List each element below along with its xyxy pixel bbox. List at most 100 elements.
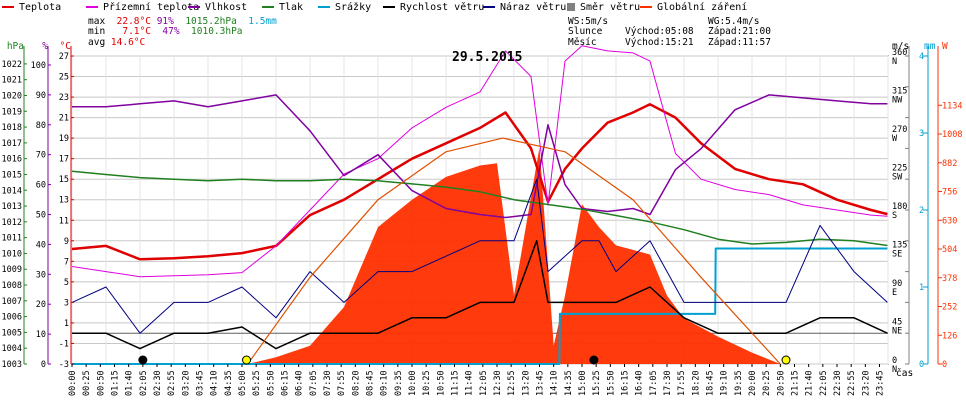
x-tick-label: 10:00 bbox=[408, 370, 418, 396]
pressure-axis-tick-label: 1010 bbox=[2, 249, 22, 259]
pressure-axis-tick-label: 1003 bbox=[2, 360, 22, 370]
humidity-axis-tick-label: 30 bbox=[36, 270, 46, 280]
wind-speed-avg: WS:5m/s bbox=[568, 16, 609, 27]
wind-dir-tick-label: S bbox=[892, 211, 897, 221]
series-layer bbox=[71, 45, 888, 365]
sun-label: Slunce bbox=[568, 26, 603, 38]
x-tick-label: 08:45 bbox=[366, 370, 376, 396]
x-tick-label: 23:45 bbox=[876, 370, 886, 396]
series-line-n-raz-v-tru bbox=[71, 178, 888, 334]
x-tick-label: 07:05 bbox=[309, 370, 319, 396]
wind-gust-avg: WG:5.4m/s bbox=[708, 16, 760, 27]
x-tick-label: 09:35 bbox=[394, 370, 404, 396]
x-tick-label: 07:30 bbox=[323, 370, 333, 396]
astro-marker bbox=[781, 355, 791, 365]
series-line-tlak bbox=[71, 170, 888, 247]
wind-dir-tick-label: 225 bbox=[892, 164, 907, 174]
temperature-axis-tick-label: 11 bbox=[59, 216, 69, 226]
radiation-layer bbox=[247, 147, 781, 364]
x-tick-label: 06:15 bbox=[281, 370, 291, 396]
humidity-axis-tick-label: 80 bbox=[36, 121, 46, 131]
x-tick-label: 19:10 bbox=[720, 370, 730, 396]
legend-swatch bbox=[188, 6, 200, 8]
series-area-radiation bbox=[247, 147, 781, 364]
rain-axis-tick-label: 1 bbox=[919, 283, 924, 293]
pressure-axis-tick-label: 1019 bbox=[2, 107, 22, 117]
wind-dir-tick-label: N bbox=[892, 365, 897, 375]
rain-axis-tick-label: 4 bbox=[919, 52, 924, 62]
x-tick-label: 13:45 bbox=[536, 370, 546, 396]
x-tick-label: 01:15 bbox=[111, 370, 121, 396]
radiation-axis-tick-label: 126 bbox=[942, 331, 957, 341]
legend-label: Směr větru bbox=[580, 2, 641, 13]
temperature-axis-tick-label: 7 bbox=[64, 257, 69, 267]
x-tick-label: 15:25 bbox=[592, 370, 602, 396]
x-tick-label: 12:55 bbox=[507, 370, 517, 396]
temperature-axis-tick-label: 15 bbox=[59, 175, 69, 185]
x-tick-label: 14:10 bbox=[550, 370, 560, 396]
temperature-axis-tick-label: 23 bbox=[59, 93, 69, 103]
x-tick-label: 18:20 bbox=[691, 370, 701, 396]
x-tick-label: 15:00 bbox=[578, 370, 588, 396]
astro-marker bbox=[242, 355, 252, 365]
x-tick-label: 05:25 bbox=[252, 370, 262, 396]
x-tick-label: 06:40 bbox=[295, 370, 305, 396]
pressure-axis-tick-label: 1015 bbox=[2, 170, 22, 180]
temperature-axis-tick-label: 25 bbox=[59, 73, 69, 83]
humidity-axis-tick-label: 20 bbox=[36, 300, 46, 310]
humidity-axis-tick-label: 60 bbox=[36, 181, 46, 191]
x-tick-label: 20:00 bbox=[748, 370, 758, 396]
x-tick-label: 20:25 bbox=[762, 370, 772, 396]
x-tick-label: 09:10 bbox=[380, 370, 390, 396]
pressure-axis-tick-label: 1020 bbox=[2, 91, 22, 101]
x-tick-label: 22:05 bbox=[819, 370, 829, 396]
series-line-glob-ln-z-en-clear-sky- bbox=[247, 137, 781, 365]
wind-dir-tick-label: E bbox=[892, 288, 897, 298]
wind-dir-tick-label: NE bbox=[892, 327, 902, 337]
x-tick-label: 22:30 bbox=[833, 370, 843, 396]
x-tick-label: 08:20 bbox=[351, 370, 361, 396]
legend-item: Náraz větru bbox=[483, 2, 566, 13]
series-line-sr-ky bbox=[72, 247, 888, 365]
series-line-teplota bbox=[71, 103, 888, 261]
wind-speed-unit: m/s bbox=[892, 41, 909, 52]
pressure-axis-tick-label: 1006 bbox=[2, 313, 22, 323]
x-tick-label: 00:00 bbox=[68, 370, 78, 396]
temperature-axis-tick-label: 3 bbox=[64, 298, 69, 308]
legend-item: Přízemní teplota bbox=[86, 2, 199, 13]
legend-swatch bbox=[567, 3, 575, 11]
astro-rise: Východ:05:08 Východ:15:21 bbox=[625, 17, 694, 48]
legend-swatch bbox=[640, 6, 652, 8]
moonrise: Východ:15:21 bbox=[625, 36, 694, 48]
wind-dir-tick-label: N bbox=[892, 57, 897, 67]
pressure-axis-tick-label: 1014 bbox=[2, 186, 22, 196]
humidity-axis-tick-label: 70 bbox=[36, 151, 46, 161]
wind-dir-tick-label: 315 bbox=[892, 87, 907, 97]
temperature-axis-tick-label: 9 bbox=[64, 237, 69, 247]
temperature-axis-tick-label: 5 bbox=[64, 278, 69, 288]
x-tick-label: 02:55 bbox=[167, 370, 177, 396]
wind-dir-tick-label: SW bbox=[892, 173, 903, 183]
legend-item: Vlhkost bbox=[188, 2, 247, 13]
x-tick-label: 21:15 bbox=[791, 370, 801, 396]
temperature-axis-tick-label: 19 bbox=[59, 134, 69, 144]
x-tick-label: 15:50 bbox=[606, 370, 616, 396]
legend-label: Tlak bbox=[279, 2, 304, 13]
x-tick-label: 00:25 bbox=[82, 370, 92, 396]
temperature-axis-tick-label: -1 bbox=[59, 339, 69, 349]
x-tick-label: 01:40 bbox=[125, 370, 135, 396]
x-tick-label: 18:45 bbox=[706, 370, 716, 396]
legend-label: Přízemní teplota bbox=[103, 2, 200, 13]
humidity-axis-unit: % bbox=[42, 41, 48, 52]
x-tick-label: 04:35 bbox=[224, 370, 234, 396]
rain-axis-tick-label: 0 bbox=[919, 360, 924, 370]
x-tick-label: 16:15 bbox=[621, 370, 631, 396]
radiation-axis-tick-label: 1008 bbox=[942, 130, 962, 140]
radiation-axis-tick-label: 378 bbox=[942, 274, 957, 284]
legend-item: Srážky bbox=[318, 2, 371, 13]
pressure-axis-tick-label: 1011 bbox=[2, 234, 22, 244]
pressure-axis-tick-label: 1021 bbox=[2, 76, 22, 86]
legend-label: Globální záření bbox=[657, 2, 748, 13]
